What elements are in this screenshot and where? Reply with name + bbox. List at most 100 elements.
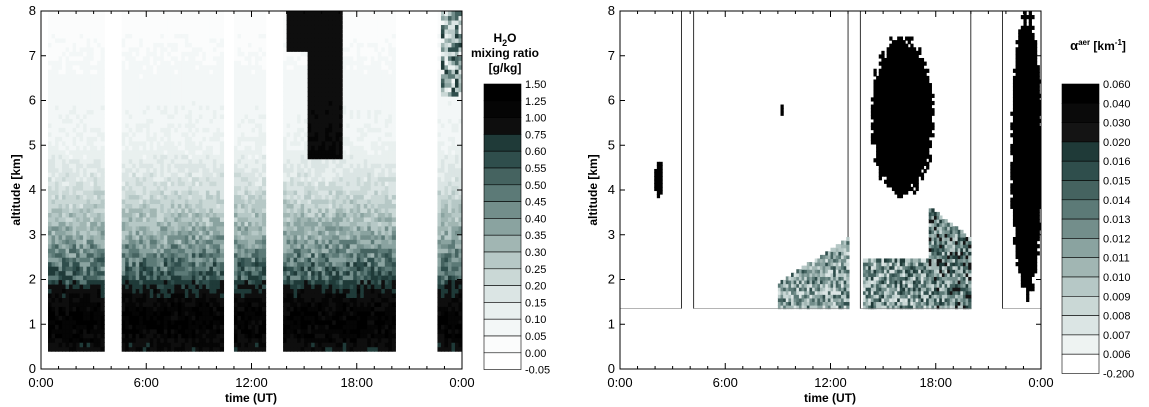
data-cell [62, 33, 67, 39]
data-cell [251, 261, 256, 267]
data-cell [83, 60, 88, 66]
data-cell [51, 261, 56, 267]
data-cell [55, 96, 60, 102]
data-cell [293, 24, 298, 30]
data-cell [293, 136, 298, 142]
data-cell [314, 172, 319, 178]
data-cell [237, 172, 242, 178]
data-cell [195, 167, 200, 173]
data-cell [240, 266, 246, 272]
data-cell [51, 297, 56, 303]
data-cell [170, 42, 175, 48]
data-cell [247, 319, 253, 325]
data-cell [93, 73, 98, 79]
data-cell [321, 292, 326, 298]
data-cell [290, 28, 295, 34]
data-cell [205, 37, 210, 43]
data-cell [195, 283, 200, 290]
data-cell [125, 346, 130, 352]
data-cell [51, 337, 56, 343]
data-cell [83, 46, 88, 52]
data-cell [177, 158, 182, 164]
data-cell [318, 207, 323, 213]
data-cell [69, 15, 74, 21]
data-cell [139, 24, 144, 30]
data-cell [244, 319, 249, 325]
data-cell [69, 172, 74, 178]
data-cell [86, 230, 91, 236]
data-cell [297, 24, 302, 30]
data-cell [121, 234, 126, 240]
data-cell [97, 46, 102, 52]
data-cell [93, 136, 98, 142]
data-cell [86, 51, 91, 57]
data-cell [58, 96, 63, 102]
data-cell [142, 78, 147, 84]
data-cell [219, 131, 225, 137]
data-cell [286, 100, 291, 106]
data-cell [293, 297, 298, 303]
data-cell [163, 324, 168, 330]
data-cell [314, 315, 319, 321]
data-cell [100, 310, 105, 316]
data-cell [100, 346, 105, 352]
data-cell [191, 283, 196, 290]
data-cell [290, 288, 295, 294]
data-cell [146, 310, 151, 316]
data-cell [233, 234, 239, 240]
data-cell [48, 333, 53, 339]
data-cell [72, 310, 77, 316]
data-cell [65, 145, 70, 151]
data-cell [170, 122, 175, 128]
data-cell [181, 51, 186, 57]
data-cell [79, 319, 84, 325]
data-cell [149, 252, 154, 258]
data-cell [318, 46, 323, 52]
data-cell [216, 266, 221, 272]
data-cell [153, 55, 158, 61]
data-cell [174, 239, 179, 245]
data-cell [237, 122, 242, 128]
data-cell [58, 288, 63, 294]
data-cell [244, 230, 249, 236]
data-cell [216, 100, 221, 106]
data-cell [121, 149, 126, 155]
data-cell [297, 243, 302, 249]
data-cell [300, 60, 305, 66]
data-cell [135, 270, 140, 276]
data-cell [135, 154, 140, 160]
data-cell [90, 15, 95, 21]
data-cell [58, 203, 63, 209]
data-cell [244, 275, 249, 281]
data-cell [297, 319, 302, 325]
data-cell [240, 37, 246, 43]
data-cell [139, 60, 144, 66]
data-cell [79, 283, 84, 290]
data-cell [55, 64, 60, 70]
data-cell [198, 167, 203, 173]
data-cell [149, 337, 154, 343]
data-cell [300, 243, 305, 249]
data-cell [163, 283, 168, 290]
data-cell [202, 24, 207, 30]
data-cell [167, 15, 172, 21]
data-cell [209, 207, 214, 213]
data-cell [184, 163, 189, 169]
data-cell [195, 270, 200, 276]
data-cell [153, 28, 158, 34]
data-cell [58, 190, 63, 196]
data-cell [139, 252, 144, 258]
data-cell [149, 176, 154, 182]
data-cell [191, 37, 196, 43]
data-cell [62, 91, 67, 97]
data-cell [202, 225, 207, 231]
data-cell [48, 328, 53, 334]
data-cell [69, 324, 74, 330]
data-cell [135, 261, 140, 267]
data-cell [255, 122, 260, 128]
data-cell [79, 82, 84, 88]
data-cell [212, 261, 218, 267]
data-cell [51, 257, 56, 263]
data-cell [283, 140, 288, 146]
data-cell [258, 33, 263, 39]
